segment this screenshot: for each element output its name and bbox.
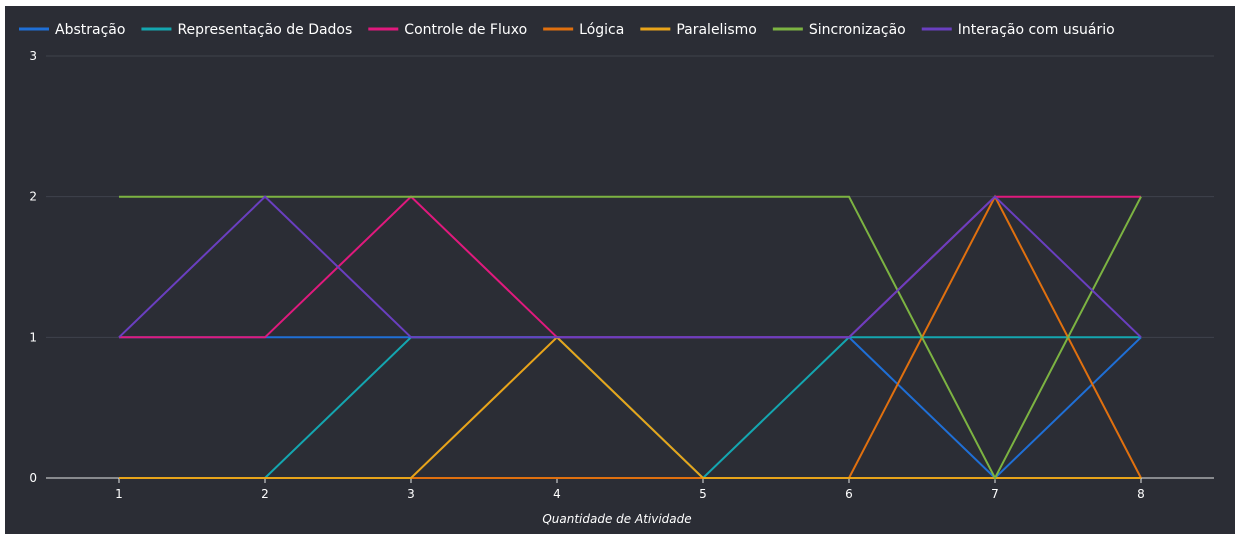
- x-axis-title: Quantidade de Atividade: [542, 512, 691, 526]
- y-tick-label: 3: [29, 49, 37, 63]
- legend-label: Abstração: [55, 22, 125, 38]
- x-tick-label: 6: [845, 487, 853, 501]
- legend-item-1[interactable]: Abstração: [19, 22, 125, 38]
- legend-item-2[interactable]: Representação de Dados: [141, 22, 352, 38]
- x-tick-label: 7: [991, 487, 999, 501]
- series-line-3: [119, 195, 1141, 339]
- y-tick-label: 0: [29, 471, 37, 485]
- x-tick-label: 2: [261, 487, 269, 501]
- legend-item-5[interactable]: Paralelismo: [640, 22, 757, 38]
- legend-item-4[interactable]: Lógica: [543, 22, 624, 38]
- series-line-6: [119, 195, 1142, 481]
- series-line-7: [118, 195, 1142, 339]
- line-chart: 0 1 2 3 1 2 3 4 5 6 7 8 Abstração Representação de D…: [19, 22, 1214, 526]
- series-line-5: [119, 335, 1141, 479]
- x-tick-label: 5: [699, 487, 707, 501]
- legend-label: Sincronização: [809, 22, 906, 38]
- legend-label: Lógica: [579, 22, 624, 38]
- legend-item-3[interactable]: Controle de Fluxo: [368, 22, 527, 38]
- series-lines: [118, 194, 1142, 481]
- legend-label: Controle de Fluxo: [404, 22, 527, 38]
- legend-item-7[interactable]: Interação com usuário: [921, 22, 1115, 38]
- legend-item-6[interactable]: Sincronização: [772, 22, 906, 38]
- x-tick-label: 4: [553, 487, 561, 501]
- y-tick-label: 1: [29, 330, 37, 344]
- legend-label: Representação de Dados: [177, 22, 352, 38]
- legend-label: Paralelismo: [676, 22, 757, 38]
- y-tick-label: 2: [29, 190, 37, 204]
- x-tick-label: 3: [407, 487, 415, 501]
- legend-label: Interação com usuário: [958, 22, 1115, 38]
- x-tick-label: 1: [115, 487, 123, 501]
- x-tick-label: 8: [1137, 487, 1145, 501]
- legend[interactable]: Abstração Representação de Dados Controle …: [19, 22, 1115, 38]
- chart-panel: 0 1 2 3 1 2 3 4 5 6 7 8 Abstração Representação de D…: [5, 6, 1235, 534]
